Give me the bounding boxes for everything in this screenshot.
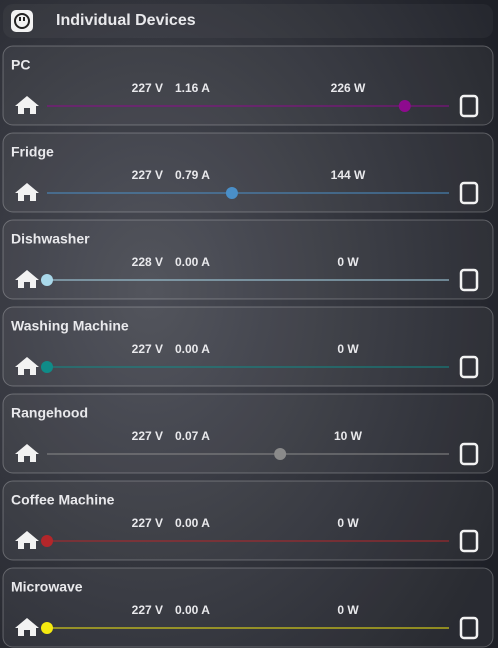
power: 0 W: [337, 342, 359, 356]
device-name: Microwave: [11, 579, 83, 595]
card: [2, 219, 494, 300]
device-icon: [459, 268, 479, 292]
header-title: Individual Devices: [56, 12, 196, 29]
current: 0.00 A: [175, 342, 210, 356]
device-card: PC 227 V 1.16 A 226 W: [2, 45, 494, 126]
device-card: Rangehood 227 V 0.07 A 10 W: [2, 393, 494, 474]
header-icon: [11, 10, 33, 32]
home-icon: [15, 357, 39, 375]
slider-dot: [41, 622, 53, 634]
current: 1.16 A: [175, 81, 210, 95]
header-card: [3, 4, 493, 38]
voltage: 227 V: [132, 429, 163, 443]
slider-dot: [274, 448, 287, 460]
power: 226 W: [331, 81, 366, 95]
card: [2, 567, 494, 648]
device-card: Microwave 227 V 0.00 A 0 W: [2, 567, 494, 648]
home-icon: [15, 531, 39, 549]
current: 0.00 A: [175, 603, 210, 617]
device-name: Fridge: [11, 144, 54, 160]
card: [2, 480, 494, 561]
power: 0 W: [337, 255, 359, 269]
voltage: 227 V: [132, 81, 163, 95]
current: 0.00 A: [175, 516, 210, 530]
slider-dot: [225, 187, 238, 199]
slider-dot: [41, 274, 53, 286]
voltage: 227 V: [132, 516, 163, 530]
power: 10 W: [334, 429, 363, 443]
device-card: Coffee Machine 227 V 0.00 A 0 W: [2, 480, 494, 561]
power: 0 W: [337, 516, 359, 530]
card: [2, 393, 494, 474]
slider-dot: [398, 100, 411, 112]
power: 0 W: [337, 603, 359, 617]
slider-dot: [41, 535, 53, 547]
device-icon: [459, 94, 479, 118]
device-card: Dishwasher 228 V 0.00 A 0 W: [2, 219, 494, 300]
current: 0.07 A: [175, 429, 210, 443]
home-icon: [15, 270, 39, 288]
card: [2, 132, 494, 213]
slider-dot: [41, 361, 53, 373]
voltage: 227 V: [132, 603, 163, 617]
home-icon: [15, 183, 39, 201]
device-icon: [459, 616, 479, 640]
voltage: 228 V: [132, 255, 163, 269]
card: [2, 306, 494, 387]
device-name: PC: [11, 57, 30, 73]
home-icon: [15, 444, 39, 462]
home-icon: [15, 618, 39, 636]
current: 0.79 A: [175, 168, 210, 182]
device-name: Rangehood: [11, 405, 88, 421]
card: [2, 45, 494, 126]
voltage: 227 V: [132, 168, 163, 182]
voltage: 227 V: [132, 342, 163, 356]
device-icon: [459, 355, 479, 379]
power: 144 W: [331, 168, 366, 182]
home-icon: [15, 96, 39, 114]
device-icon: [459, 442, 479, 466]
device-name: Washing Machine: [11, 318, 129, 334]
device-card: Fridge 227 V 0.79 A 144 W: [2, 132, 494, 213]
device-name: Coffee Machine: [11, 492, 115, 508]
current: 0.00 A: [175, 255, 210, 269]
device-icon: [459, 181, 479, 205]
device-name: Dishwasher: [11, 231, 90, 247]
device-icon: [459, 529, 479, 553]
